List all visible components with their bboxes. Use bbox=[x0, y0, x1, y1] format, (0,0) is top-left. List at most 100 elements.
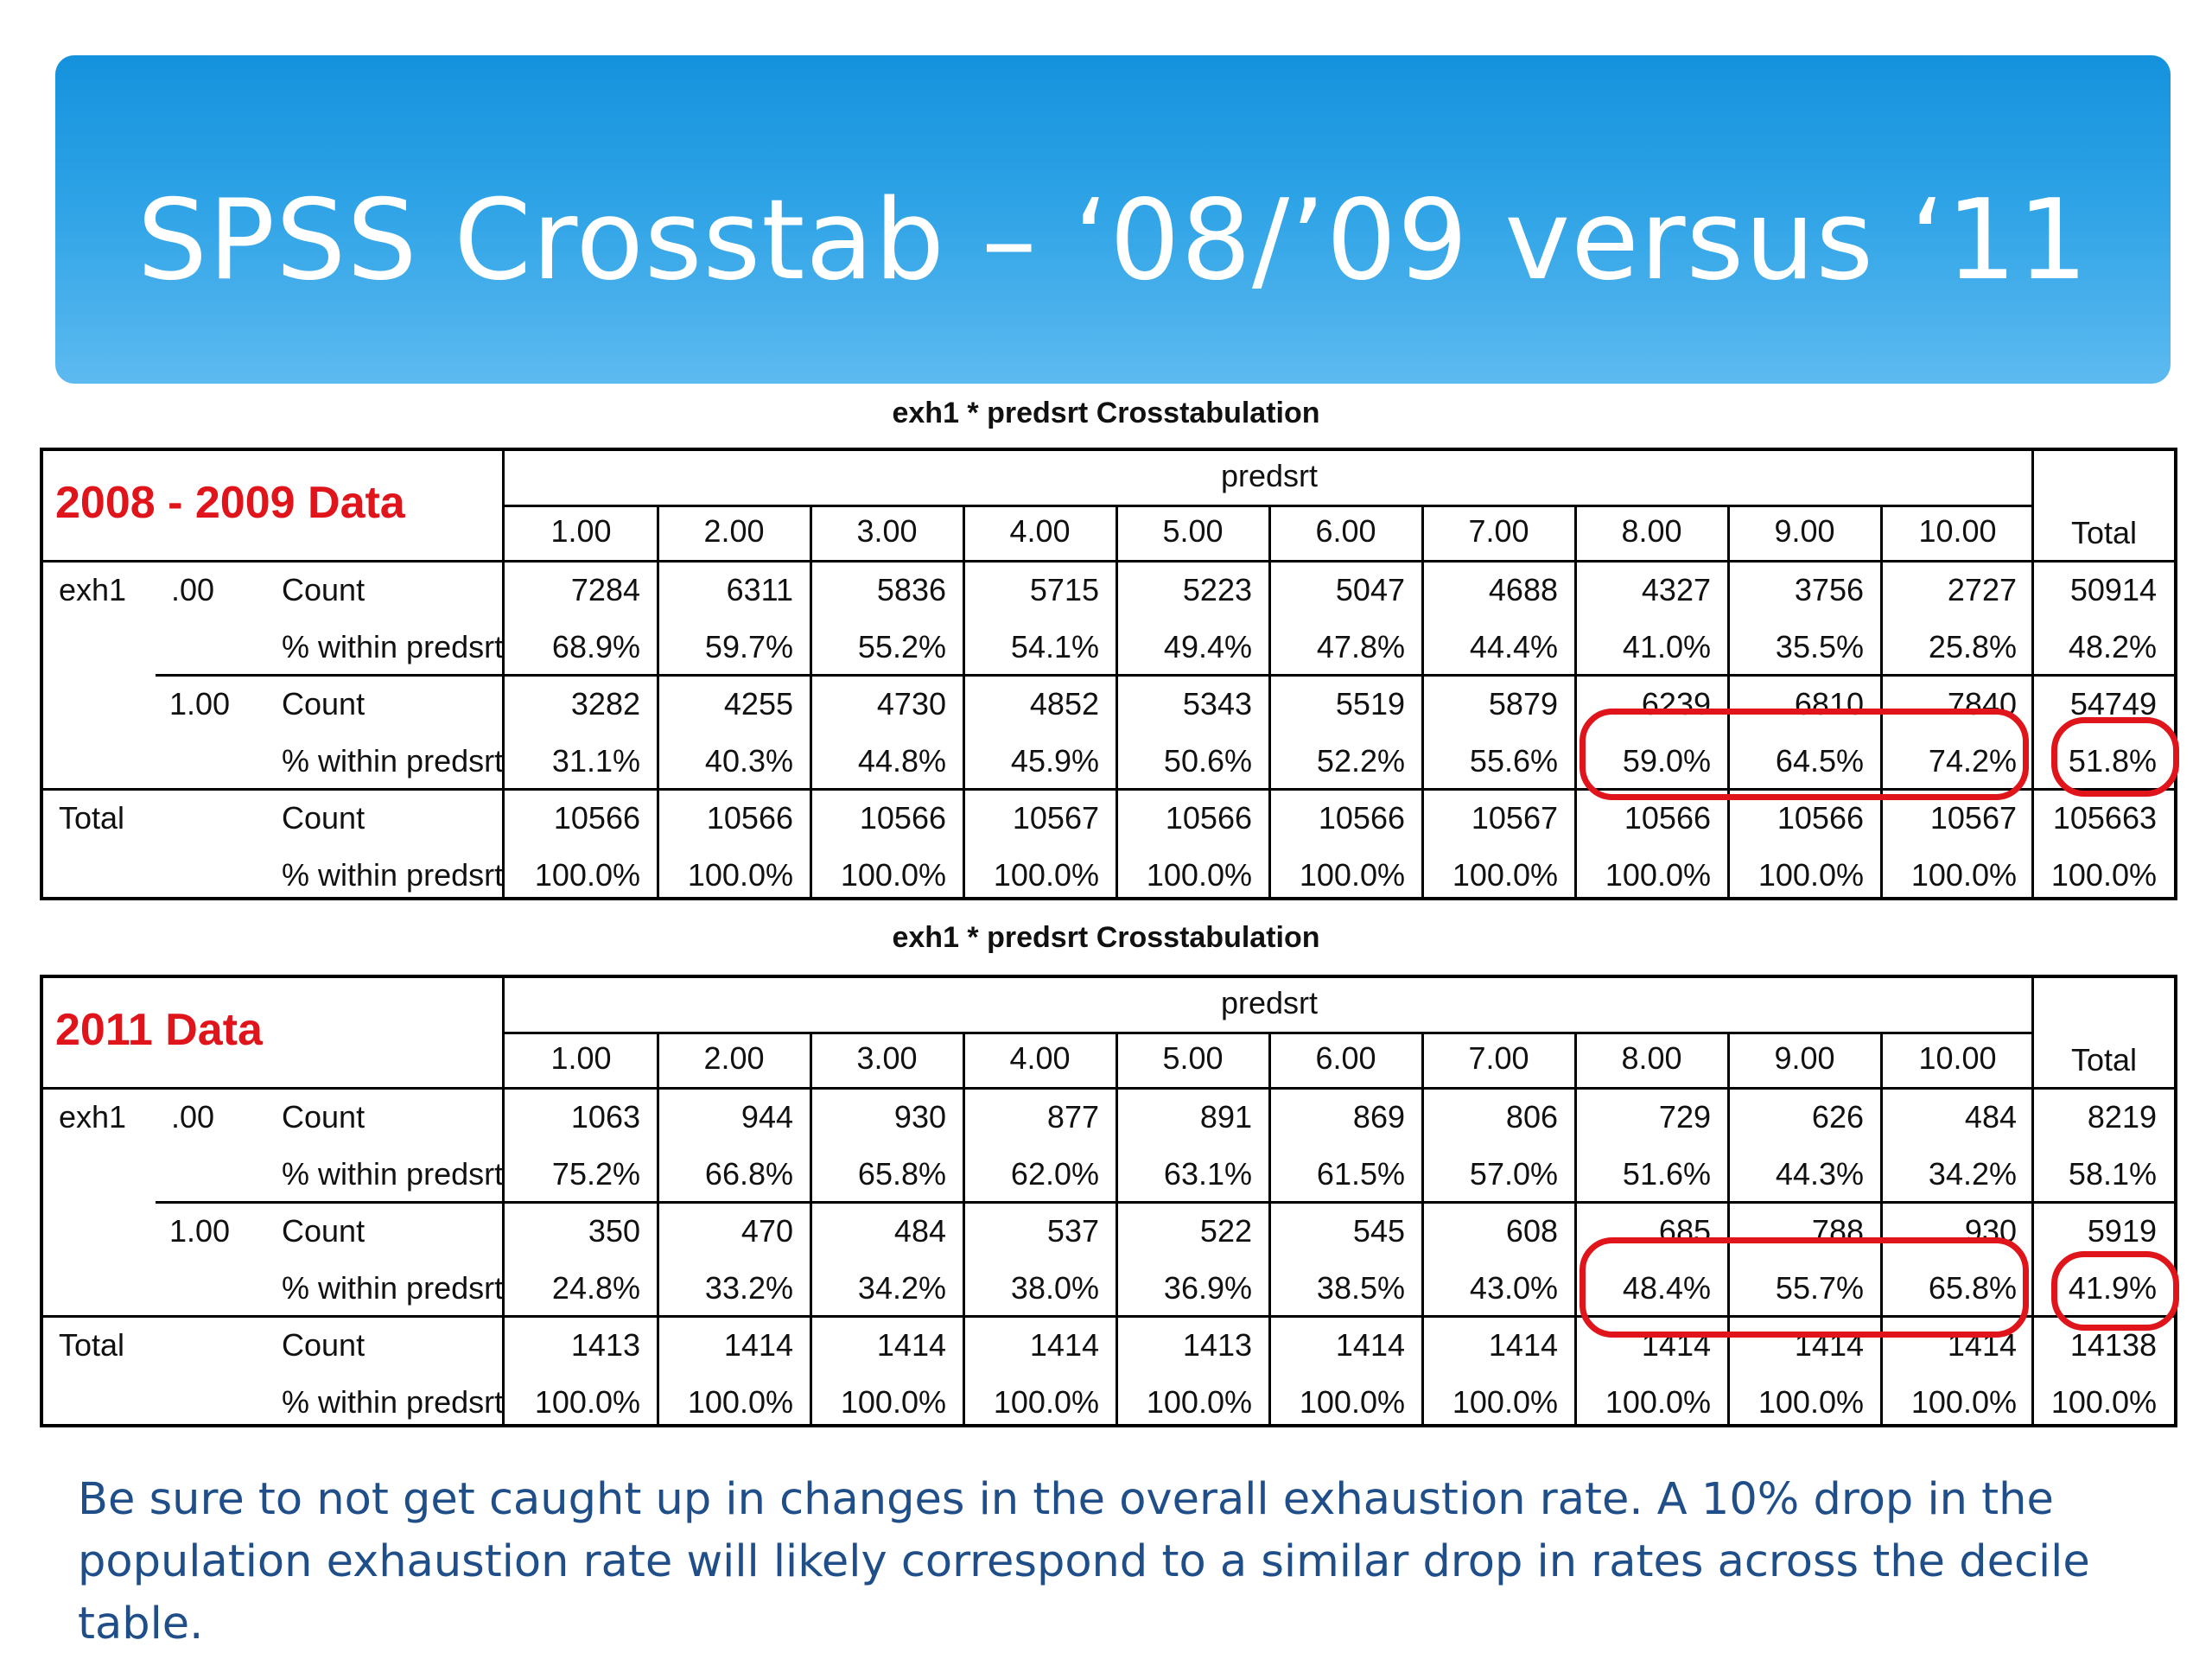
table-cell: 484 bbox=[1964, 1099, 2017, 1135]
column-header: 7.00 bbox=[1468, 1040, 1529, 1076]
row-statistic-label: % within predsrt bbox=[282, 1384, 504, 1420]
table-cell: 100.0% bbox=[1758, 1384, 1864, 1420]
divider bbox=[810, 506, 812, 900]
table-cell: 64.5% bbox=[1775, 743, 1864, 779]
table-cell: 10566 bbox=[859, 800, 946, 836]
divider bbox=[43, 1315, 2174, 1318]
column-header: 4.00 bbox=[1009, 513, 1071, 549]
table-cell: 5519 bbox=[1335, 686, 1405, 721]
table-cell: 100.0% bbox=[534, 857, 640, 893]
divider bbox=[156, 1201, 2174, 1204]
divider bbox=[1727, 1033, 1730, 1427]
table-cell: 14138 bbox=[2069, 1327, 2157, 1363]
table-cell: 61.5% bbox=[1316, 1156, 1405, 1192]
table-cell: 100.0% bbox=[1910, 1384, 2017, 1420]
table-cell: 10567 bbox=[1929, 800, 2017, 836]
table-cell: 10566 bbox=[1777, 800, 1864, 836]
table-cell: 10566 bbox=[1165, 800, 1252, 836]
table-cell: 930 bbox=[893, 1099, 946, 1135]
table-cell: 45.9% bbox=[1010, 743, 1099, 779]
row-subgroup-label: .00 bbox=[171, 1099, 215, 1135]
table-cell: 100.0% bbox=[2050, 857, 2157, 893]
column-header: 8.00 bbox=[1621, 513, 1682, 549]
table-cell: 34.2% bbox=[1928, 1156, 2017, 1192]
table-cell: 100.0% bbox=[687, 1384, 793, 1420]
table-cell: 40.3% bbox=[704, 743, 793, 779]
row-group-label: Total bbox=[59, 1327, 125, 1363]
table-cell: 100.0% bbox=[1452, 857, 1558, 893]
table-cell: 4852 bbox=[1029, 686, 1099, 721]
table-cell: 105663 bbox=[2052, 800, 2157, 836]
table-cell: 626 bbox=[1811, 1099, 1864, 1135]
table-cell: 50.6% bbox=[1163, 743, 1252, 779]
table-cell: 48.4% bbox=[1622, 1270, 1711, 1306]
table-cell: 63.1% bbox=[1163, 1156, 1252, 1192]
column-header: 5.00 bbox=[1162, 513, 1224, 549]
table-cell: 100.0% bbox=[1146, 1384, 1252, 1420]
table-cell: 59.7% bbox=[704, 629, 793, 664]
divider bbox=[1574, 1033, 1577, 1427]
table-caption-2011: exh1 * predsrt Crosstabulation bbox=[892, 921, 1320, 954]
table-cell: 5879 bbox=[1488, 686, 1558, 721]
table-cell: 6311 bbox=[726, 572, 793, 607]
divider bbox=[505, 1032, 2034, 1034]
table-cell: 869 bbox=[1352, 1099, 1405, 1135]
table-cell: 100.0% bbox=[1299, 1384, 1405, 1420]
column-header: 9.00 bbox=[1774, 513, 1835, 549]
table-cell: 5715 bbox=[1029, 572, 1099, 607]
table-cell: 6239 bbox=[1641, 686, 1711, 721]
row-group-label: Total bbox=[59, 800, 125, 836]
table-cell: 4730 bbox=[876, 686, 946, 721]
table-cell: 7284 bbox=[570, 572, 640, 607]
divider bbox=[1574, 506, 1577, 900]
table-cell: 8219 bbox=[2087, 1099, 2157, 1135]
divider bbox=[1268, 506, 1271, 900]
column-header: 9.00 bbox=[1774, 1040, 1835, 1076]
table-cell: 5223 bbox=[1182, 572, 1252, 607]
column-header: 3.00 bbox=[856, 1040, 918, 1076]
column-header: 5.00 bbox=[1162, 1040, 1224, 1076]
divider bbox=[43, 788, 2174, 791]
table-cell: 47.8% bbox=[1316, 629, 1405, 664]
table-cell: 38.5% bbox=[1316, 1270, 1405, 1306]
slide-title: SPSS Crosstab – ‘08/’09 versus ‘11 bbox=[137, 176, 2089, 305]
highlight-2008-total bbox=[2051, 717, 2179, 797]
row-subgroup-label: 1.00 bbox=[169, 686, 231, 721]
divider bbox=[1727, 506, 1730, 900]
table-cell: 43.0% bbox=[1469, 1270, 1558, 1306]
table-cell: 1414 bbox=[1029, 1327, 1099, 1363]
table-cell: 31.1% bbox=[551, 743, 640, 779]
table-cell: 100.0% bbox=[1758, 857, 1864, 893]
table-cell: 1414 bbox=[1488, 1327, 1558, 1363]
divider bbox=[963, 506, 965, 900]
row-subgroup-label: .00 bbox=[171, 572, 215, 607]
divider bbox=[505, 505, 2034, 507]
divider bbox=[1880, 506, 1883, 900]
table-cell: 52.2% bbox=[1316, 743, 1405, 779]
column-spanner: predsrt bbox=[1220, 458, 1319, 493]
column-header: 6.00 bbox=[1315, 1040, 1376, 1076]
table-cell: 55.2% bbox=[857, 629, 946, 664]
divider bbox=[156, 674, 2174, 677]
footnote-line-1: Be sure to not get caught up in changes … bbox=[78, 1474, 2054, 1525]
table-cell: 484 bbox=[893, 1213, 946, 1249]
divider bbox=[1880, 1033, 1883, 1427]
row-statistic-label: % within predsrt bbox=[282, 857, 504, 893]
divider bbox=[1421, 1033, 1424, 1427]
divider bbox=[43, 560, 2174, 563]
table-cell: 1414 bbox=[1335, 1327, 1405, 1363]
row-statistic-label: Count bbox=[282, 800, 365, 836]
highlight-2011-deciles bbox=[1580, 1237, 2029, 1338]
table-cell: 1063 bbox=[570, 1099, 640, 1135]
table-cell: 522 bbox=[1199, 1213, 1252, 1249]
table-cell: 1413 bbox=[570, 1327, 640, 1363]
table-cell: 44.3% bbox=[1775, 1156, 1864, 1192]
table-cell: 38.0% bbox=[1010, 1270, 1099, 1306]
column-header: 2.00 bbox=[703, 1040, 765, 1076]
table-cell: 2727 bbox=[1947, 572, 2017, 607]
column-header: 6.00 bbox=[1315, 513, 1376, 549]
table-cell: 75.2% bbox=[551, 1156, 640, 1192]
row-statistic-label: % within predsrt bbox=[282, 1156, 504, 1192]
table-cell: 33.2% bbox=[704, 1270, 793, 1306]
table-cell: 35.5% bbox=[1775, 629, 1864, 664]
